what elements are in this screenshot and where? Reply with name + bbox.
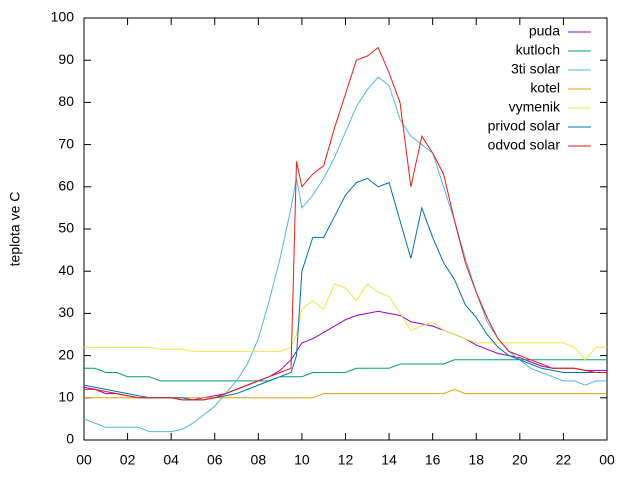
legend-label: odvod solar [488, 137, 561, 153]
legend-label: kutloch [516, 42, 560, 58]
legend-label: kotel [530, 80, 560, 96]
y-tick-label: 0 [66, 431, 74, 447]
x-tick-label: 18 [468, 452, 484, 468]
x-tick-label: 20 [512, 452, 528, 468]
y-tick-label: 50 [58, 220, 74, 236]
x-tick-label: 14 [381, 452, 397, 468]
legend-label: puda [529, 23, 560, 39]
x-tick-label: 02 [120, 452, 136, 468]
series-line [83, 76, 607, 433]
y-tick-label: 70 [58, 135, 74, 151]
x-tick-label: 16 [425, 452, 441, 468]
y-tick-label: 90 [58, 51, 74, 67]
x-tick-label: 12 [338, 452, 354, 468]
series-line [84, 388, 607, 399]
x-tick-label: 06 [207, 452, 223, 468]
series-line [84, 46, 607, 401]
legend-label: 3ti solar [511, 61, 560, 77]
series-line [84, 283, 607, 361]
y-tick-label: 100 [51, 9, 75, 25]
plot-border [83, 17, 608, 441]
y-tick-label: 40 [58, 262, 74, 278]
series-line [83, 310, 607, 401]
x-tick-label: 04 [163, 452, 179, 468]
y-tick-label: 30 [58, 304, 74, 320]
x-tick-label: 00 [599, 452, 615, 468]
y-axis-label: teplota ve C [7, 192, 23, 267]
x-tick-label: 08 [251, 452, 267, 468]
legend-label: vymenik [509, 99, 561, 115]
y-tick-label: 60 [58, 178, 74, 194]
x-tick-label: 00 [76, 452, 92, 468]
legend-label: privod solar [488, 118, 561, 134]
x-tick-label: 10 [294, 452, 310, 468]
y-tick-label: 10 [58, 389, 74, 405]
x-tick-label: 22 [556, 452, 572, 468]
y-tick-label: 80 [58, 93, 74, 109]
series-line [84, 359, 607, 382]
y-tick-label: 20 [58, 346, 74, 362]
